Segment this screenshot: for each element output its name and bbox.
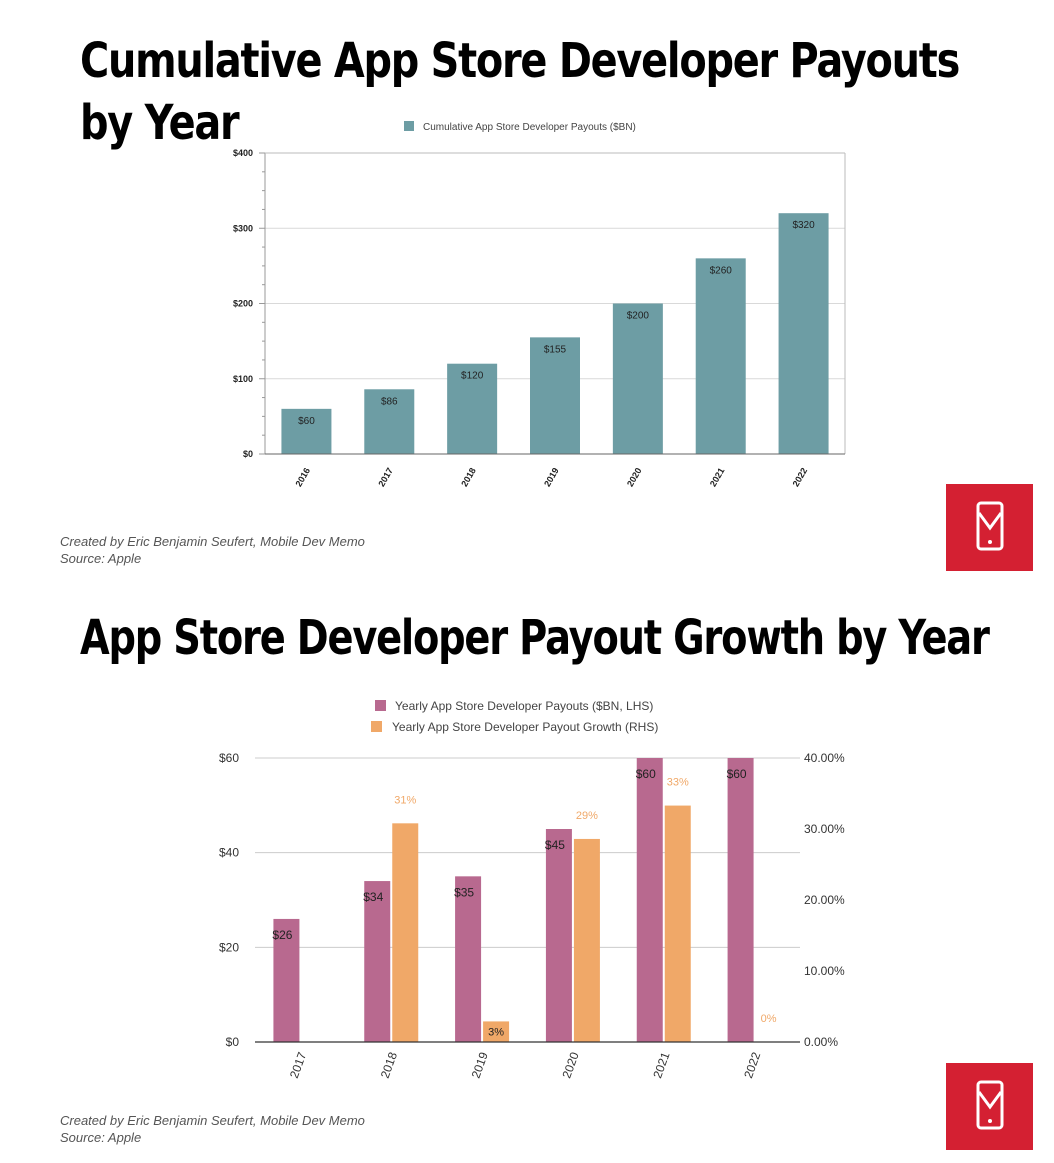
x-tick-label: 2016 xyxy=(293,466,312,488)
x-tick-label: 2017 xyxy=(287,1050,309,1080)
y-tick-label: $0 xyxy=(243,449,253,459)
y-tick-label: $200 xyxy=(233,299,253,309)
y-left-tick-label: $0 xyxy=(226,1035,240,1049)
payout-data-label: $26 xyxy=(272,928,292,942)
payout-data-label: $45 xyxy=(545,838,565,852)
payout-data-label: $60 xyxy=(727,767,747,781)
brand-logo xyxy=(946,484,1033,571)
y-right-tick-label: 20.00% xyxy=(804,893,845,907)
payout-bar xyxy=(727,758,754,1042)
phone-envelope-icon xyxy=(976,501,1004,551)
legend-label: Yearly App Store Developer Payout Growth… xyxy=(392,720,658,734)
x-tick-label: 2018 xyxy=(459,466,478,488)
y-right-tick-label: 30.00% xyxy=(804,822,845,836)
payout-bar xyxy=(455,876,482,1042)
legend-swatch xyxy=(371,721,382,732)
chart-credit: Created by Eric Benjamin Seufert, Mobile… xyxy=(60,533,365,567)
bar xyxy=(778,213,829,454)
x-tick-label: 2022 xyxy=(791,466,810,488)
x-tick-label: 2022 xyxy=(741,1050,763,1080)
credit-author: Created by Eric Benjamin Seufert, Mobile… xyxy=(60,534,365,549)
legend-label: Yearly App Store Developer Payouts ($BN,… xyxy=(395,699,653,713)
y-right-tick-label: 40.00% xyxy=(804,751,845,765)
bar xyxy=(695,258,746,454)
payout-data-label: $35 xyxy=(454,885,474,899)
bar-data-label: $155 xyxy=(544,344,567,355)
credit-author: Created by Eric Benjamin Seufert, Mobile… xyxy=(60,1113,365,1128)
bar-data-label: $260 xyxy=(710,265,733,276)
y-left-tick-label: $20 xyxy=(219,940,239,954)
x-tick-label: 2019 xyxy=(469,1050,491,1080)
y-tick-label: $100 xyxy=(233,374,253,384)
growth-data-label: 0% xyxy=(761,1013,777,1025)
legend-swatch xyxy=(404,121,414,131)
payout-growth-chart: Yearly App Store Developer Payouts ($BN,… xyxy=(219,699,845,1080)
credit-source: Source: Apple xyxy=(60,551,142,566)
payout-data-label: $34 xyxy=(363,890,383,904)
x-tick-label: 2021 xyxy=(650,1050,672,1080)
cumulative-payouts-chart: Cumulative App Store Developer Payouts (… xyxy=(233,121,846,488)
x-tick-label: 2018 xyxy=(378,1050,400,1080)
bar-data-label: $120 xyxy=(461,371,484,382)
bar-data-label: $320 xyxy=(792,220,815,231)
y-right-tick-label: 10.00% xyxy=(804,964,845,978)
phone-envelope-icon xyxy=(976,1080,1004,1130)
chart-title: Cumulative App Store Developer Payouts b… xyxy=(80,33,960,151)
x-tick-label: 2021 xyxy=(708,466,727,488)
payout-data-label: $60 xyxy=(636,767,656,781)
payout-bar xyxy=(545,829,572,1042)
bar xyxy=(612,303,663,454)
bar xyxy=(364,389,415,454)
y-tick-label: $400 xyxy=(233,148,253,158)
growth-data-label: 33% xyxy=(667,777,689,789)
payout-bar xyxy=(364,881,391,1042)
payout-bar xyxy=(636,758,663,1042)
bar xyxy=(530,337,580,454)
bar-data-label: $200 xyxy=(627,311,650,322)
chart-credit: Created by Eric Benjamin Seufert, Mobile… xyxy=(60,1112,365,1146)
bar xyxy=(281,408,332,454)
legend-swatch xyxy=(375,700,386,711)
growth-bar xyxy=(664,805,691,1042)
x-tick-label: 2019 xyxy=(542,466,561,488)
bar-data-label: $60 xyxy=(298,416,315,427)
growth-bar xyxy=(483,1021,510,1042)
growth-data-label: 29% xyxy=(576,810,598,822)
growth-data-label: 31% xyxy=(394,794,416,806)
payout-growth-panel: App Store Developer Payout Growth by Yea… xyxy=(0,580,1054,1163)
brand-logo xyxy=(946,1063,1033,1150)
growth-data-label: 3% xyxy=(488,1026,504,1038)
growth-bar xyxy=(573,838,600,1042)
chart-title: App Store Developer Payout Growth by Yea… xyxy=(80,610,990,666)
x-tick-label: 2020 xyxy=(559,1050,581,1080)
growth-bar xyxy=(392,823,419,1042)
payout-bar xyxy=(273,918,300,1042)
legend-label: Cumulative App Store Developer Payouts (… xyxy=(423,122,636,133)
y-tick-label: $300 xyxy=(233,223,253,233)
credit-source: Source: Apple xyxy=(60,1130,142,1145)
cumulative-payouts-panel: Cumulative App Store Developer Payouts b… xyxy=(0,0,1054,580)
y-left-tick-label: $60 xyxy=(219,751,239,765)
y-left-tick-label: $40 xyxy=(219,846,239,860)
bar-data-label: $86 xyxy=(381,396,398,407)
x-tick-label: 2017 xyxy=(376,466,395,488)
bar xyxy=(447,363,498,454)
y-right-tick-label: 0.00% xyxy=(804,1035,838,1049)
x-tick-label: 2020 xyxy=(625,466,644,488)
